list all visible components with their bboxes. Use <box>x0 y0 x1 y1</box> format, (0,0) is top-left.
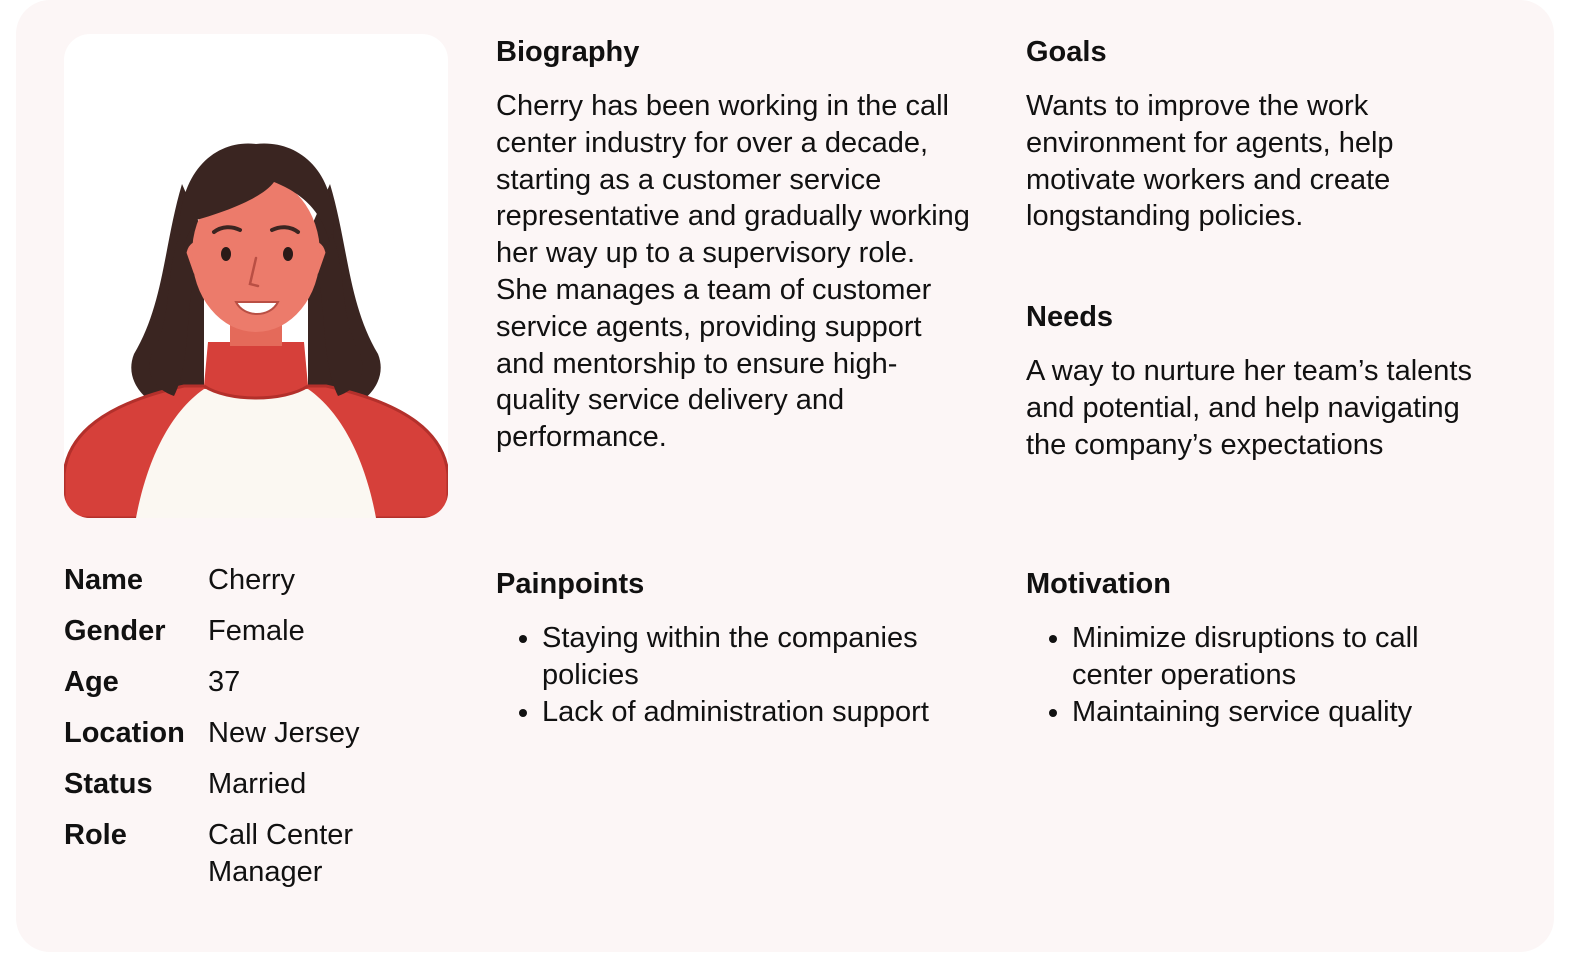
profile-label: Age <box>64 666 119 698</box>
section-title: Painpoints <box>496 568 645 600</box>
needs-section: Needs A way to nurture her team’s talent… <box>1026 299 1486 463</box>
section-title: Motivation <box>1026 568 1171 600</box>
profile-info: Name Cherry Gender Female Age 37 Locatio… <box>64 562 464 905</box>
list-item: Maintaining service quality <box>1072 694 1486 731</box>
profile-row-status: Status Married <box>64 766 464 803</box>
profile-row-gender: Gender Female <box>64 613 464 650</box>
painpoints-list: Staying within the companies policies La… <box>496 620 974 730</box>
profile-row-age: Age 37 <box>64 664 464 701</box>
goals-text: Wants to improve the work environment fo… <box>1026 90 1394 233</box>
motivation-section: Motivation Minimize disruptions to call … <box>1026 566 1486 730</box>
section-title: Needs <box>1026 301 1114 333</box>
profile-label: Location <box>64 717 185 749</box>
woman-avatar-icon <box>64 143 448 518</box>
list-item: Lack of administration support <box>542 694 974 731</box>
list-item: Staying within the companies policies <box>542 620 974 694</box>
profile-value: New Jersey <box>208 717 360 749</box>
profile-value: 37 <box>208 666 241 698</box>
profile-label: Status <box>64 768 153 800</box>
section-title: Goals <box>1026 36 1107 68</box>
profile-value: Female <box>208 615 305 647</box>
profile-label: Name <box>64 564 143 596</box>
profile-label: Gender <box>64 615 166 647</box>
profile-row-location: Location New Jersey <box>64 715 464 752</box>
biography-section: Biography Cherry has been working in the… <box>496 34 974 456</box>
profile-label: Role <box>64 819 127 851</box>
needs-text: A way to nurture her team’s talents and … <box>1026 355 1472 461</box>
profile-value: Married <box>208 768 307 800</box>
avatar <box>64 34 448 518</box>
biography-text: Cherry has been working in the call cent… <box>496 90 970 454</box>
painpoints-section: Painpoints Staying within the companies … <box>496 566 974 730</box>
profile-row-role: Role Call Center Manager <box>64 817 464 891</box>
section-title: Biography <box>496 36 640 68</box>
profile-value: Cherry <box>208 564 296 596</box>
list-item: Minimize disruptions to call center oper… <box>1072 620 1486 694</box>
goals-section: Goals Wants to improve the work environm… <box>1026 34 1466 235</box>
motivation-list: Minimize disruptions to call center oper… <box>1026 620 1486 730</box>
profile-value: Call Center Manager <box>208 819 354 888</box>
profile-row-name: Name Cherry <box>64 562 464 599</box>
